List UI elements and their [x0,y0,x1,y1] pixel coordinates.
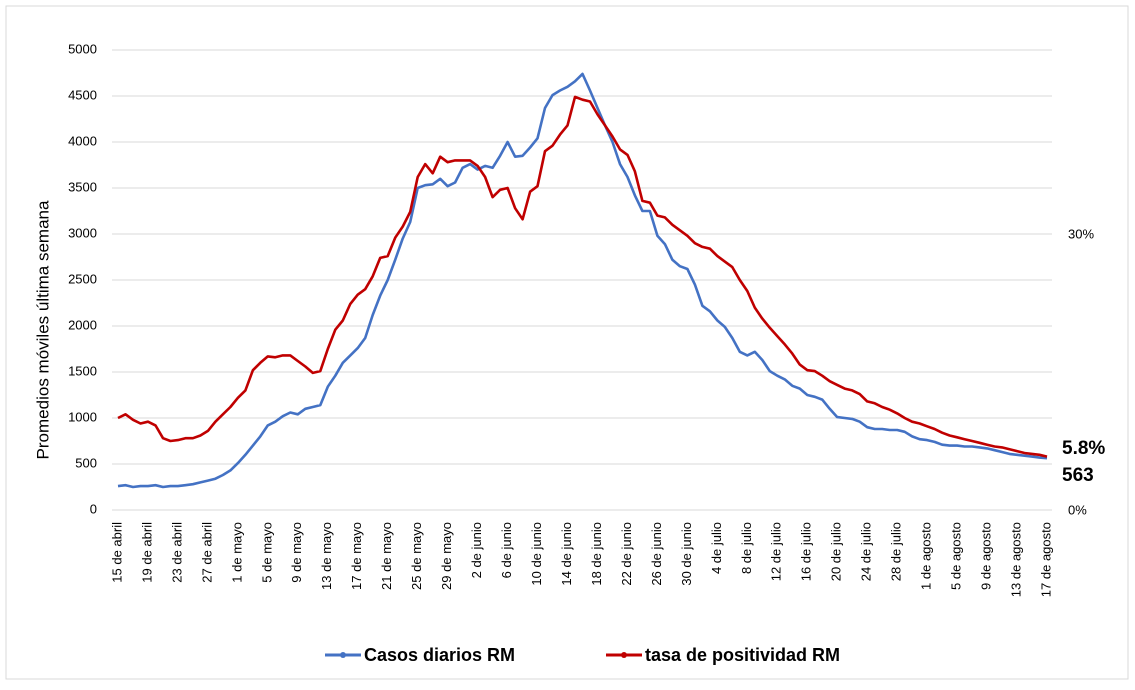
end-label: 5.8% [1062,438,1105,459]
x-tick-label: 1 de mayo [229,522,244,583]
y2-tick-label: 30% [1068,226,1094,241]
x-tick-label: 27 de abril [199,522,214,583]
y-tick-label: 0 [90,501,97,516]
x-tick-label: 10 de junio [529,522,544,586]
y2-tick-label: 0% [1068,502,1087,517]
x-tick-label: 19 de abril [139,522,154,583]
y-tick-label: 3000 [68,225,97,240]
y-tick-label: 1000 [68,409,97,424]
x-tick-label: 8 de julio [739,522,754,574]
x-tick-label: 28 de julio [889,522,904,581]
x-tick-label: 18 de junio [589,522,604,586]
x-tick-label: 12 de julio [769,522,784,581]
x-tick-label: 13 de agosto [1008,522,1023,597]
legend-marker [340,652,346,658]
x-tick-label: 14 de junio [559,522,574,586]
x-tick-label: 4 de julio [709,522,724,574]
x-tick-label: 17 de agosto [1038,522,1053,597]
x-tick-label: 13 de mayo [319,522,334,590]
y-tick-label: 4000 [68,133,97,148]
x-tick-label: 15 de abril [109,522,124,583]
x-tick-label: 30 de junio [679,522,694,586]
x-tick-label: 24 de julio [859,522,874,581]
end-label: 563 [1062,465,1094,486]
y-tick-label: 2000 [68,317,97,332]
x-tick-label: 26 de junio [649,522,664,586]
x-tick-label: 29 de mayo [439,522,454,590]
legend-label: Casos diarios RM [364,645,515,665]
x-tick-label: 6 de junio [499,522,514,578]
x-tick-label: 22 de junio [619,522,634,586]
legend-marker [621,652,627,658]
y-tick-label: 3500 [68,179,97,194]
legend-label: tasa de positividad RM [645,645,840,665]
x-tick-label: 5 de mayo [259,522,274,583]
y-axis-label: Promedios móviles última semana [33,200,52,459]
y-tick-label: 5000 [68,41,97,56]
x-tick-label: 25 de mayo [409,522,424,590]
x-tick-label: 21 de mayo [379,522,394,590]
y-tick-label: 2500 [68,271,97,286]
y-tick-label: 500 [75,455,97,470]
series-line [117,95,1048,458]
x-tick-label: 9 de mayo [289,522,304,583]
x-tick-label: 2 de junio [469,522,484,578]
y-tick-label: 1500 [68,363,97,378]
chart-border [5,5,1129,680]
x-tick-label: 9 de agosto [979,522,994,590]
x-tick-label: 23 de abril [169,522,184,583]
x-tick-label: 17 de mayo [349,522,364,590]
y-tick-label: 4500 [68,87,97,102]
x-tick-label: 16 de julio [799,522,814,581]
x-tick-label: 5 de agosto [949,522,964,590]
x-tick-label: 20 de julio [829,522,844,581]
series-line [117,72,1048,489]
x-tick-label: 1 de agosto [919,522,934,590]
